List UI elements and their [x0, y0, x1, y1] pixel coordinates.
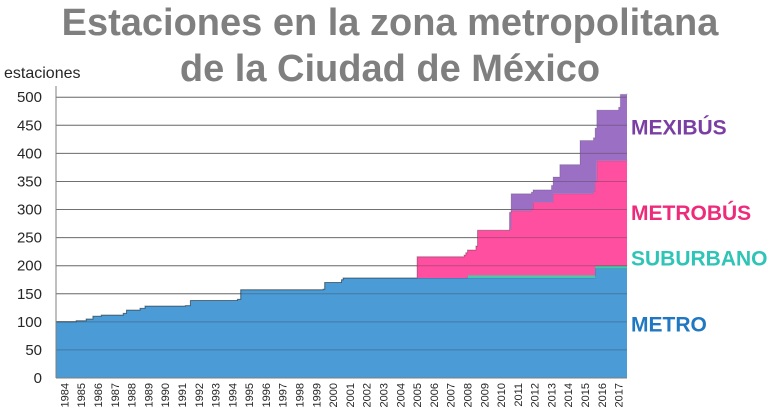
x-tick-2011: 2011 [513, 383, 525, 407]
x-tick-1990: 1990 [160, 383, 172, 407]
gridlines-overlay [56, 96, 627, 351]
x-tick-1984: 1984 [59, 383, 71, 407]
x-tick-1997: 1997 [278, 383, 290, 407]
x-tick-2009: 2009 [479, 383, 491, 407]
x-tick-1985: 1985 [76, 383, 88, 407]
y-tick-0: 0 [34, 370, 42, 387]
y-tick-450: 450 [17, 117, 42, 134]
area-edge-mexibs [56, 93, 628, 323]
x-tick-1993: 1993 [211, 383, 223, 407]
x-tick-2017: 2017 [614, 383, 626, 407]
area-mexibs [56, 93, 627, 322]
x-tick-2000: 2000 [328, 383, 340, 407]
series-label-metrobs: METROBÚS [631, 201, 751, 225]
x-tick-2010: 2010 [496, 383, 508, 407]
x-tick-1994: 1994 [227, 383, 239, 407]
x-tick-1998: 1998 [295, 383, 307, 407]
x-tick-2008: 2008 [463, 383, 475, 407]
y-tick-150: 150 [17, 286, 42, 303]
plot-areas [56, 93, 628, 378]
series-label-metro: METRO [631, 313, 707, 336]
x-tick-2003: 2003 [379, 383, 391, 407]
x-tick-2005: 2005 [412, 383, 424, 407]
x-tick-1999: 1999 [311, 383, 323, 407]
x-tick-2007: 2007 [446, 383, 458, 407]
axes [55, 86, 627, 379]
chart-title-line-1: Estaciones en la zona metropolitana [61, 2, 719, 44]
x-tick-2016: 2016 [597, 383, 609, 407]
area-metro [56, 268, 627, 378]
y-tick-250: 250 [17, 230, 42, 247]
x-tick-2006: 2006 [429, 383, 441, 407]
chart-title: Estaciones en la zona metropolitana de l… [0, 0, 780, 92]
x-tick-1988: 1988 [127, 383, 139, 407]
y-tick-500: 500 [17, 89, 42, 106]
x-tick-2002: 2002 [362, 383, 374, 407]
x-tick-1986: 1986 [93, 383, 105, 407]
series-labels: METRO SUBURBANO METROBÚS MEXIBÚS [631, 115, 768, 336]
y-tick-300: 300 [17, 202, 42, 219]
x-tick-2015: 2015 [580, 383, 592, 407]
x-tick-2001: 2001 [345, 383, 357, 407]
x-tick-1987: 1987 [110, 383, 122, 407]
x-tick-1992: 1992 [194, 383, 206, 407]
y-tick-labels: 0 50 100 150 200 250 300 350 400 450 500 [17, 89, 42, 387]
x-tick-1995: 1995 [244, 383, 256, 407]
y-tick-400: 400 [17, 145, 42, 162]
x-tick-1991: 1991 [177, 383, 189, 407]
chart-title-line-2: de la Ciudad de México [179, 48, 601, 90]
x-tick-labels: 1984 1985 1986 1987 1988 1989 1990 1991 1992 1993… [59, 383, 625, 407]
x-tick-2014: 2014 [563, 383, 575, 407]
x-tick-1996: 1996 [261, 383, 273, 407]
y-tick-200: 200 [17, 258, 42, 275]
y-tick-350: 350 [17, 173, 42, 190]
y-axis-label: estaciones [4, 65, 81, 82]
y-tick-100: 100 [17, 314, 42, 331]
x-tick-1989: 1989 [143, 383, 155, 407]
x-tick-2012: 2012 [530, 383, 542, 407]
x-tick-2004: 2004 [395, 383, 407, 407]
y-tick-50: 50 [25, 342, 42, 359]
series-label-mexibs: MEXIBÚS [631, 115, 727, 139]
x-tick-2013: 2013 [546, 383, 558, 407]
series-label-suburbano: SUBURBANO [631, 248, 768, 271]
area-metrobs [56, 159, 627, 322]
